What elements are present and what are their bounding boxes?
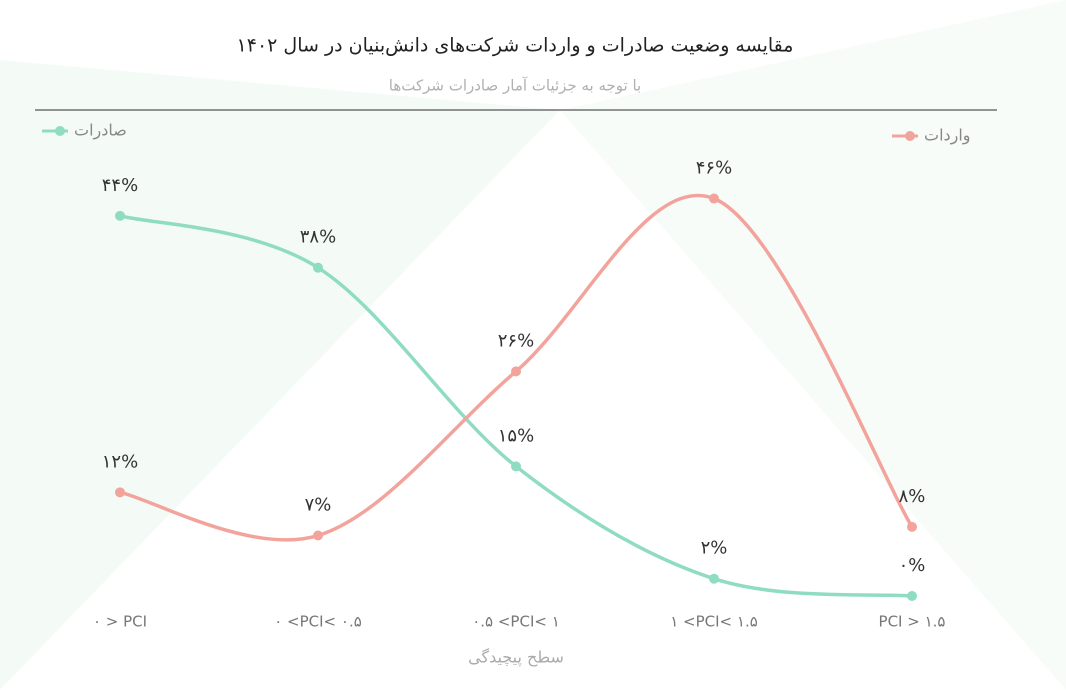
data-point <box>115 487 125 498</box>
background-shape <box>0 60 560 690</box>
data-label: ۲۶% <box>498 330 534 351</box>
legend-marker <box>905 131 915 141</box>
data-point <box>313 530 323 541</box>
x-axis-label: سطح پیچیدگی <box>468 648 564 668</box>
x-tick-label: ۰.۵ <PCI< ۱ <box>472 613 560 631</box>
data-label: ۲% <box>701 538 728 559</box>
data-point <box>511 366 521 377</box>
data-point <box>115 210 125 221</box>
chart-title: مقایسه وضعیت صادرات و واردات شرکت‌های دا… <box>237 35 794 57</box>
x-tick-label: ۰ <PCI< ۰.۵ <box>274 613 362 631</box>
legend-label: واردات <box>924 126 971 146</box>
x-tick-label: ۱ <PCI< ۱.۵ <box>670 613 758 631</box>
data-label: ۴۴% <box>102 175 138 196</box>
data-label: ۱۲% <box>102 451 138 472</box>
data-point <box>511 461 521 472</box>
data-label: ۸% <box>899 486 926 507</box>
data-label: ۱۵% <box>498 425 534 446</box>
legend-label: صادرات <box>74 121 127 141</box>
x-tick-label: ۰ > PCI <box>93 613 147 631</box>
series-line <box>119 194 914 542</box>
x-tick-label: PCI > ۱.۵ <box>879 613 946 631</box>
data-point <box>907 521 917 532</box>
data-point <box>313 262 323 273</box>
data-label: ۳۸% <box>300 227 336 248</box>
data-label: ۷% <box>305 495 332 516</box>
chart-subtitle: با توجه به جزئیات آمار صادرات شرکت‌ها <box>389 77 641 95</box>
data-point <box>709 573 719 584</box>
data-point <box>907 591 917 601</box>
data-point <box>709 193 719 204</box>
background-shape <box>560 0 1066 690</box>
legend-marker <box>55 126 65 136</box>
data-label: ۴۶% <box>696 158 732 179</box>
data-label: ۰% <box>899 555 926 576</box>
